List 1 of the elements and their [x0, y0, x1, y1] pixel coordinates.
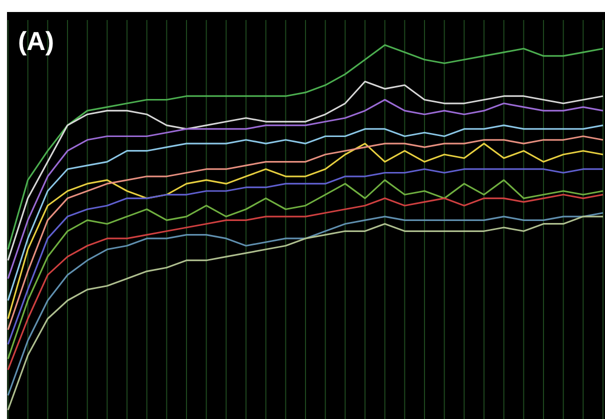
annotation: (A): [18, 26, 54, 56]
